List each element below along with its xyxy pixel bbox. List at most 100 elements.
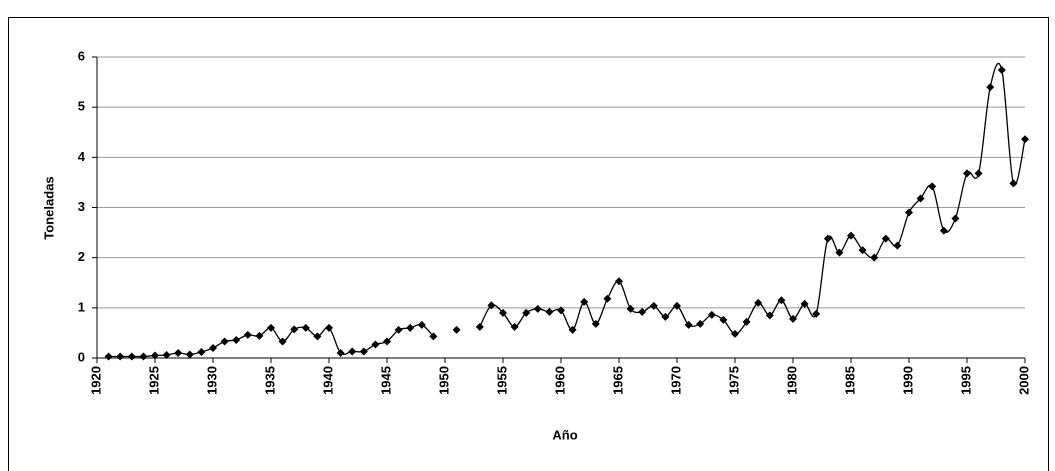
data-point — [765, 311, 774, 320]
data-point — [974, 169, 983, 178]
x-tick-label: 1975 — [726, 366, 741, 395]
x-tick-label: 1940 — [320, 366, 335, 395]
data-point — [220, 337, 229, 346]
data-point — [336, 348, 345, 357]
data-point — [800, 299, 809, 308]
data-point — [603, 294, 612, 303]
data-point — [835, 248, 844, 257]
x-tick-label: 1990 — [900, 366, 915, 395]
data-point — [383, 337, 391, 346]
data-point — [939, 226, 948, 235]
x-tick-label: 1925 — [146, 366, 161, 395]
data-point — [707, 310, 716, 319]
data-point — [742, 317, 751, 326]
data-point — [301, 323, 310, 332]
data-point — [475, 322, 484, 331]
data-point — [626, 304, 635, 313]
data-point — [417, 320, 426, 329]
data-point — [858, 246, 867, 255]
x-axis-label: Año — [552, 427, 577, 442]
data-point — [916, 194, 925, 203]
data-point — [290, 325, 299, 334]
data-point — [870, 253, 879, 262]
x-tick-label: 1980 — [784, 366, 799, 395]
x-tick-label: 1945 — [378, 366, 393, 395]
data-point — [116, 352, 125, 361]
data-point — [591, 319, 600, 328]
data-point — [174, 348, 183, 357]
data-point — [661, 312, 670, 321]
y-axis-label: Toneladas — [41, 176, 56, 239]
data-point — [557, 306, 565, 315]
y-tick-label: 2 — [78, 249, 85, 264]
data-point — [684, 320, 693, 329]
data-point — [499, 308, 507, 317]
data-point — [997, 66, 1006, 75]
data-point — [963, 169, 971, 178]
data-point — [673, 301, 681, 310]
data-point — [719, 315, 728, 324]
data-point — [325, 323, 333, 332]
data-point — [406, 323, 415, 332]
data-point — [313, 332, 322, 341]
y-tick-label: 0 — [78, 349, 85, 364]
data-point — [615, 277, 623, 286]
data-point — [777, 296, 786, 305]
data-point — [487, 301, 496, 310]
data-point — [185, 350, 194, 359]
data-point — [139, 352, 148, 361]
data-point — [649, 301, 658, 310]
x-tick-label: 1960 — [552, 366, 567, 395]
x-tick-label: 1965 — [610, 366, 625, 395]
data-point — [696, 319, 705, 328]
data-point — [905, 208, 913, 217]
y-tick-label: 5 — [78, 99, 85, 114]
data-point — [568, 325, 577, 334]
data-point — [359, 347, 368, 356]
y-tick-label: 4 — [78, 149, 86, 164]
x-tick-label: 1935 — [262, 366, 277, 395]
data-point — [1021, 135, 1029, 144]
data-point — [928, 182, 937, 191]
data-point — [255, 331, 264, 340]
y-tick-label: 6 — [78, 48, 85, 63]
y-tick-label: 1 — [78, 299, 85, 314]
data-point — [754, 298, 763, 307]
data-point — [267, 323, 275, 332]
x-tick-label: 1920 — [88, 366, 103, 395]
data-point — [881, 234, 890, 243]
x-tick-label: 2000 — [1016, 366, 1031, 395]
data-point — [789, 314, 797, 323]
data-point — [522, 308, 531, 317]
data-point — [151, 351, 159, 360]
data-point — [232, 335, 241, 344]
data-point — [986, 83, 995, 92]
data-point — [638, 307, 647, 316]
x-tick-label: 1970 — [668, 366, 683, 395]
data-point — [533, 304, 542, 313]
data-point — [847, 231, 855, 240]
data-point — [452, 325, 461, 334]
x-tick-label: 1930 — [204, 366, 219, 395]
data-point — [348, 347, 357, 356]
x-tick-label: 1955 — [494, 366, 509, 395]
data-point — [197, 347, 206, 356]
data-point — [394, 325, 403, 334]
x-tick-label: 1985 — [842, 366, 857, 395]
data-point — [510, 322, 519, 331]
data-point — [951, 214, 960, 223]
data-point — [545, 307, 554, 316]
data-point — [580, 297, 589, 306]
chart-frame — [8, 17, 1049, 471]
data-point — [243, 330, 252, 339]
data-point — [278, 337, 287, 346]
y-tick-label: 3 — [78, 199, 85, 214]
data-point — [371, 340, 380, 349]
data-point — [1009, 179, 1018, 188]
data-point — [893, 241, 902, 250]
data-point — [812, 309, 821, 318]
data-point — [104, 352, 113, 361]
data-point — [162, 350, 171, 359]
x-tick-label: 1995 — [958, 366, 973, 395]
data-point — [127, 352, 136, 361]
